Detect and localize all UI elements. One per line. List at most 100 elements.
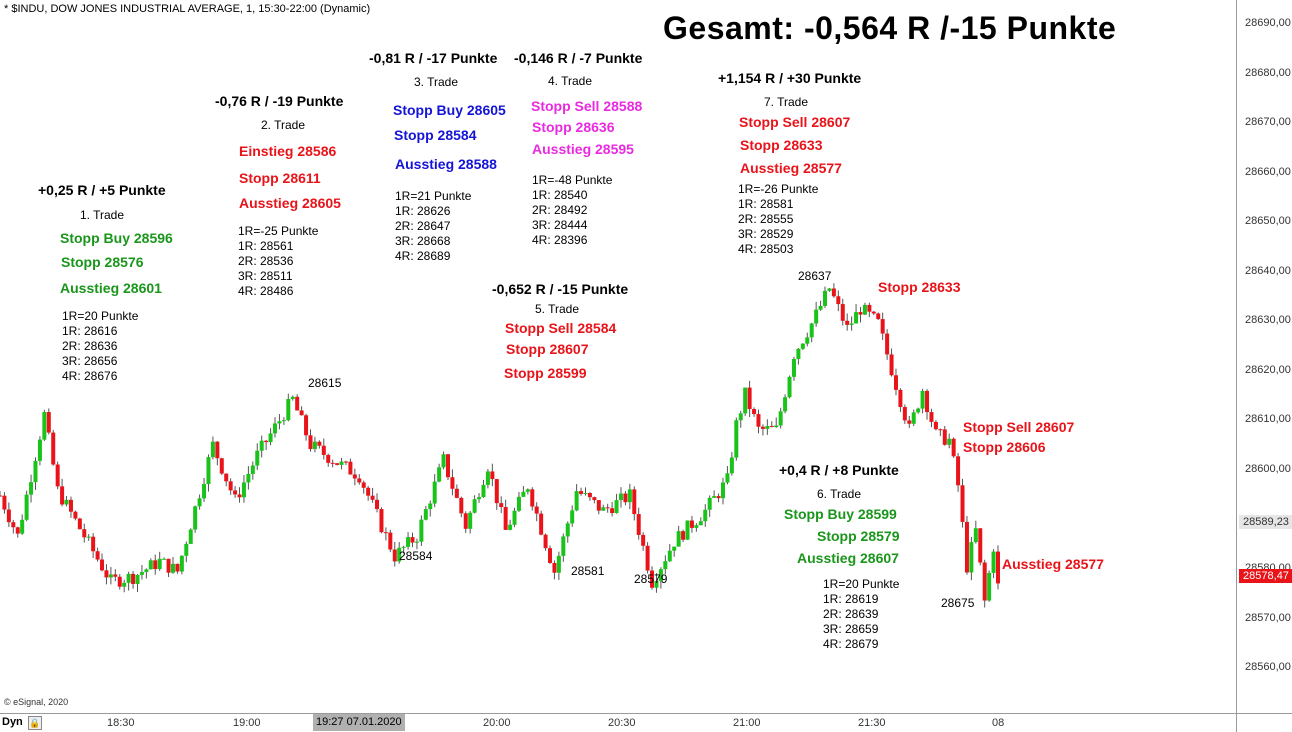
candle-body-down <box>960 485 965 522</box>
trade-5-level-1: Stopp Sell 28584 <box>505 320 617 336</box>
candle-body-down <box>51 432 56 465</box>
trade-6-info: 1R=20 Punkte 1R: 28619 2R: 28639 3R: 286… <box>823 577 899 652</box>
candle-body-up <box>512 510 517 525</box>
note-stopp-mid: Stopp 28606 <box>963 439 1046 455</box>
candle-body-down <box>113 574 118 577</box>
trade-4-level-3: Ausstieg 28595 <box>532 141 634 157</box>
candle-body-up <box>170 563 175 573</box>
trade-3-info-line: 2R: 28647 <box>395 219 451 233</box>
candle-body-down <box>60 486 65 505</box>
candle-body-up <box>525 489 530 492</box>
candle-body-down <box>348 461 353 475</box>
trade-2-number: 2. Trade <box>261 118 306 132</box>
candle-body-up <box>814 309 819 324</box>
time-tick: 21:30 <box>858 717 886 729</box>
candle-body-down <box>840 304 845 321</box>
candle-body-down <box>335 463 340 465</box>
time-axis[interactable]: Dyn 🔒 18:30 19:00 19:27 07.01.2020 20:00… <box>0 713 1236 732</box>
candle-body-up <box>162 558 167 560</box>
candle-body-down <box>747 387 752 410</box>
candle-body-down <box>752 409 757 415</box>
candle-body-up <box>911 412 916 424</box>
candle-body-up <box>477 497 482 500</box>
candle-body-up <box>401 546 406 548</box>
candle-body-down <box>885 333 890 355</box>
trade-7-level-2: Stopp 28633 <box>740 137 823 153</box>
candle-body-up <box>108 574 113 578</box>
trade-7-info-line: 1R: 28581 <box>738 197 794 211</box>
candle-body-down <box>454 488 459 498</box>
trade-4-level-2: Stopp 28636 <box>532 119 615 135</box>
candle-body-down <box>15 527 20 534</box>
trade-6-number: 6. Trade <box>817 487 862 501</box>
trade-2-info-line: 3R: 28511 <box>238 269 293 283</box>
trade-2-info-line: 1R: 28561 <box>238 239 294 253</box>
price-tick: 28600,00 <box>1245 463 1291 475</box>
trade-6-level-2: Stopp 28579 <box>817 528 900 544</box>
trade-2-level-2: Stopp 28611 <box>239 170 321 186</box>
trade-6-level-3: Ausstieg 28607 <box>797 550 899 566</box>
candle-body-up <box>122 582 127 587</box>
trade-1-result: +0,25 R / +5 Punkte <box>38 182 166 198</box>
price-tick: 28640,00 <box>1245 265 1291 277</box>
candle-body-up <box>29 482 34 495</box>
candle-body-up <box>508 524 513 530</box>
trade-4-info-line: 3R: 28444 <box>532 218 588 232</box>
dynamic-mode-label[interactable]: Dyn <box>2 716 23 728</box>
trade-4-info-line: 2R: 28492 <box>532 203 588 217</box>
price-label: 28675 <box>941 596 975 610</box>
candle-body-down <box>867 304 872 312</box>
candle-body-down <box>379 509 384 533</box>
candle-body-up <box>720 482 725 499</box>
candle-body-up <box>428 503 433 510</box>
candle-body-up <box>849 323 854 325</box>
candle-body-up <box>259 440 264 451</box>
candle-body-down <box>410 537 415 543</box>
candle-body-up <box>286 398 291 421</box>
candle-body-up <box>556 555 561 573</box>
candle-body-up <box>246 473 251 483</box>
total-result-headline: Gesamt: -0,564 R /-15 Punkte <box>663 10 1117 46</box>
candle-body-down <box>938 429 943 431</box>
trade-1-info: 1R=20 Punkte 1R: 28616 2R: 28636 3R: 286… <box>62 309 138 384</box>
candle-body-down <box>117 576 122 587</box>
candle-body-up <box>712 496 717 498</box>
candle-body-up <box>202 484 207 499</box>
candle-body-down <box>831 288 836 297</box>
candle-body-up <box>627 489 632 503</box>
candle-body-up <box>707 497 712 510</box>
candle-body-down <box>153 560 158 570</box>
candle-body-down <box>0 495 2 497</box>
price-tick: 28560,00 <box>1245 661 1291 673</box>
trade-7-result: +1,154 R / +30 Punkte <box>718 70 862 86</box>
trade-4-result: -0,146 R / -7 Punkte <box>514 50 643 66</box>
price-axis[interactable]: 28690,00 28680,00 28670,00 28660,00 2865… <box>1236 0 1292 713</box>
candle-body-up <box>441 454 446 468</box>
candle-body-down <box>68 499 73 512</box>
candle-body-up <box>273 423 278 434</box>
candle-body-up <box>64 499 69 505</box>
candle-body-down <box>46 412 51 433</box>
price-label: 28581 <box>571 564 605 578</box>
trade-6-level-1: Stopp Buy 28599 <box>784 506 897 522</box>
candle-body-down <box>77 518 82 530</box>
candle-body-up <box>729 457 734 474</box>
candle-body-up <box>614 500 619 514</box>
candle-body-up <box>184 543 189 556</box>
candle-body-down <box>605 507 610 509</box>
candle-body-up <box>312 441 317 450</box>
candle-body-down <box>978 528 983 563</box>
price-tick: 28670,00 <box>1245 116 1291 128</box>
candle-body-down <box>463 513 468 529</box>
candle-body-down <box>902 407 907 421</box>
candle-body-down <box>539 513 544 535</box>
candle-body-up <box>743 387 748 414</box>
candle-body-up <box>774 425 779 427</box>
candle-body-down <box>104 570 109 578</box>
candle-body-up <box>823 290 828 306</box>
lock-icon[interactable]: 🔒 <box>28 716 42 730</box>
chart-area[interactable]: * $INDU, DOW JONES INDUSTRIAL AVERAGE, 1… <box>0 0 1236 713</box>
candle-body-down <box>836 296 841 305</box>
price-label: 28584 <box>399 549 433 563</box>
candle-body-up <box>419 519 424 542</box>
